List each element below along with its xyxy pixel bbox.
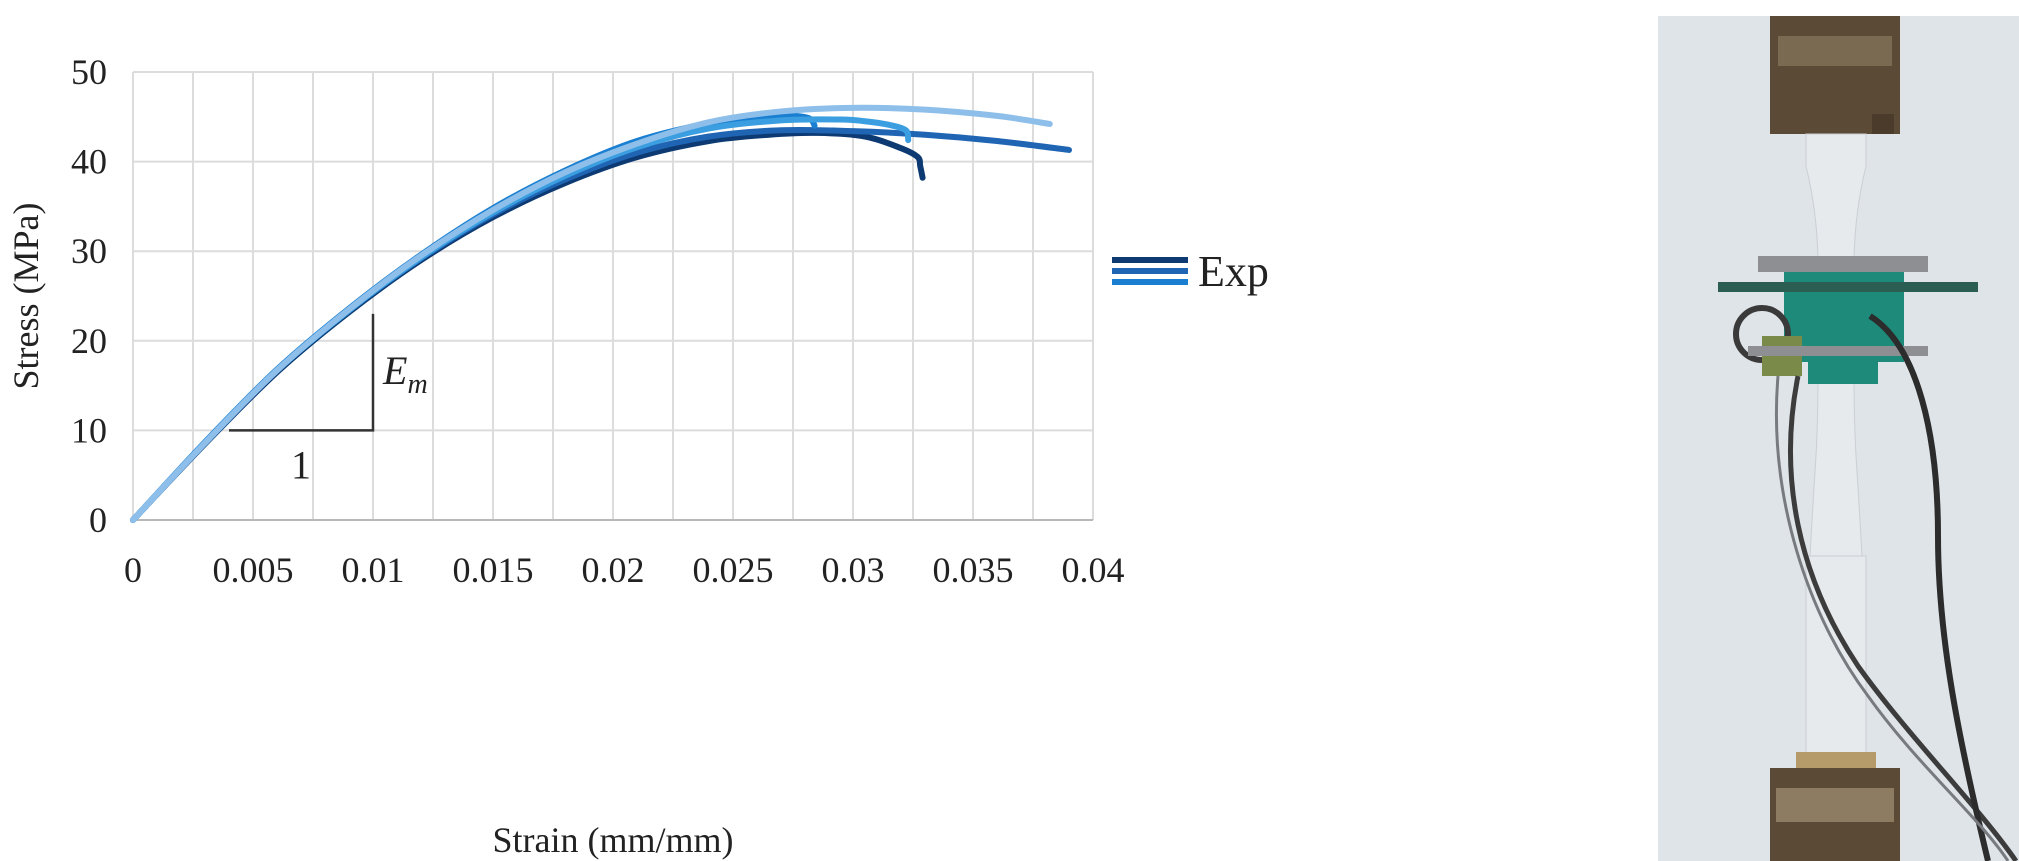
cable-icon bbox=[1788, 375, 2019, 861]
extensometer-arm-icon bbox=[1718, 282, 1978, 292]
y-tick-label: 30 bbox=[71, 231, 107, 271]
x-tick-label: 0.025 bbox=[693, 550, 774, 590]
x-tick-label: 0.015 bbox=[453, 550, 534, 590]
y-tick-label: 50 bbox=[71, 52, 107, 92]
extensometer-mount-icon bbox=[1808, 362, 1878, 384]
tensile-specimen-photo bbox=[1658, 16, 2019, 861]
run-label: 1 bbox=[291, 442, 311, 487]
series-line-4 bbox=[130, 116, 912, 523]
lower-grip-highlight bbox=[1776, 788, 1894, 822]
x-tick-label: 0.035 bbox=[933, 550, 1014, 590]
x-tick-label: 0 bbox=[124, 550, 142, 590]
series-line-2 bbox=[130, 126, 1072, 523]
x-tick-label: 0.03 bbox=[822, 550, 885, 590]
x-tick-label: 0.02 bbox=[582, 550, 645, 590]
slope-triangle bbox=[229, 313, 375, 432]
extensometer-frame-icon bbox=[1758, 256, 1928, 272]
rise-label-subscript: m bbox=[407, 369, 427, 400]
y-tick-label: 40 bbox=[71, 142, 107, 182]
y-tick-label: 0 bbox=[89, 500, 107, 540]
y-tick-label: 20 bbox=[71, 321, 107, 361]
legend-label: Exp bbox=[1198, 247, 1269, 296]
upper-grip-highlight bbox=[1778, 36, 1892, 66]
cable-thin-icon bbox=[1774, 375, 2010, 861]
x-axis-title: Strain (mm/mm) bbox=[493, 820, 734, 860]
slope-annotation: 1 Em bbox=[229, 313, 428, 487]
x-tick-label: 0.01 bbox=[342, 550, 405, 590]
legend-swatch bbox=[1112, 257, 1188, 285]
rise-label-main: E bbox=[382, 348, 407, 393]
series-line-3 bbox=[130, 112, 818, 523]
x-tick-labels: 0 0.005 0.01 0.015 0.02 0.025 0.03 0.035 0.04 bbox=[124, 550, 1125, 590]
y-tick-label: 10 bbox=[71, 410, 107, 450]
x-tick-label: 0.005 bbox=[213, 550, 294, 590]
series-line-5 bbox=[130, 104, 1053, 523]
upper-grip-jaw-icon bbox=[1778, 114, 1894, 134]
y-tick-labels: 0 10 20 30 40 50 bbox=[71, 52, 107, 540]
y-axis-title: Stress (MPa) bbox=[6, 203, 46, 390]
lower-grip-clamp-icon bbox=[1796, 752, 1876, 772]
series-lines bbox=[130, 104, 1072, 523]
legend: Exp bbox=[1112, 247, 1269, 296]
rise-label: Em bbox=[382, 348, 428, 400]
x-tick-label: 0.04 bbox=[1062, 550, 1125, 590]
chart: 0 0.005 0.01 0.015 0.02 0.025 0.03 0.035 0.04 0 1… bbox=[6, 52, 1269, 860]
extensometer-lower-bar bbox=[1748, 346, 1928, 356]
cable-right-icon bbox=[1868, 313, 1991, 861]
